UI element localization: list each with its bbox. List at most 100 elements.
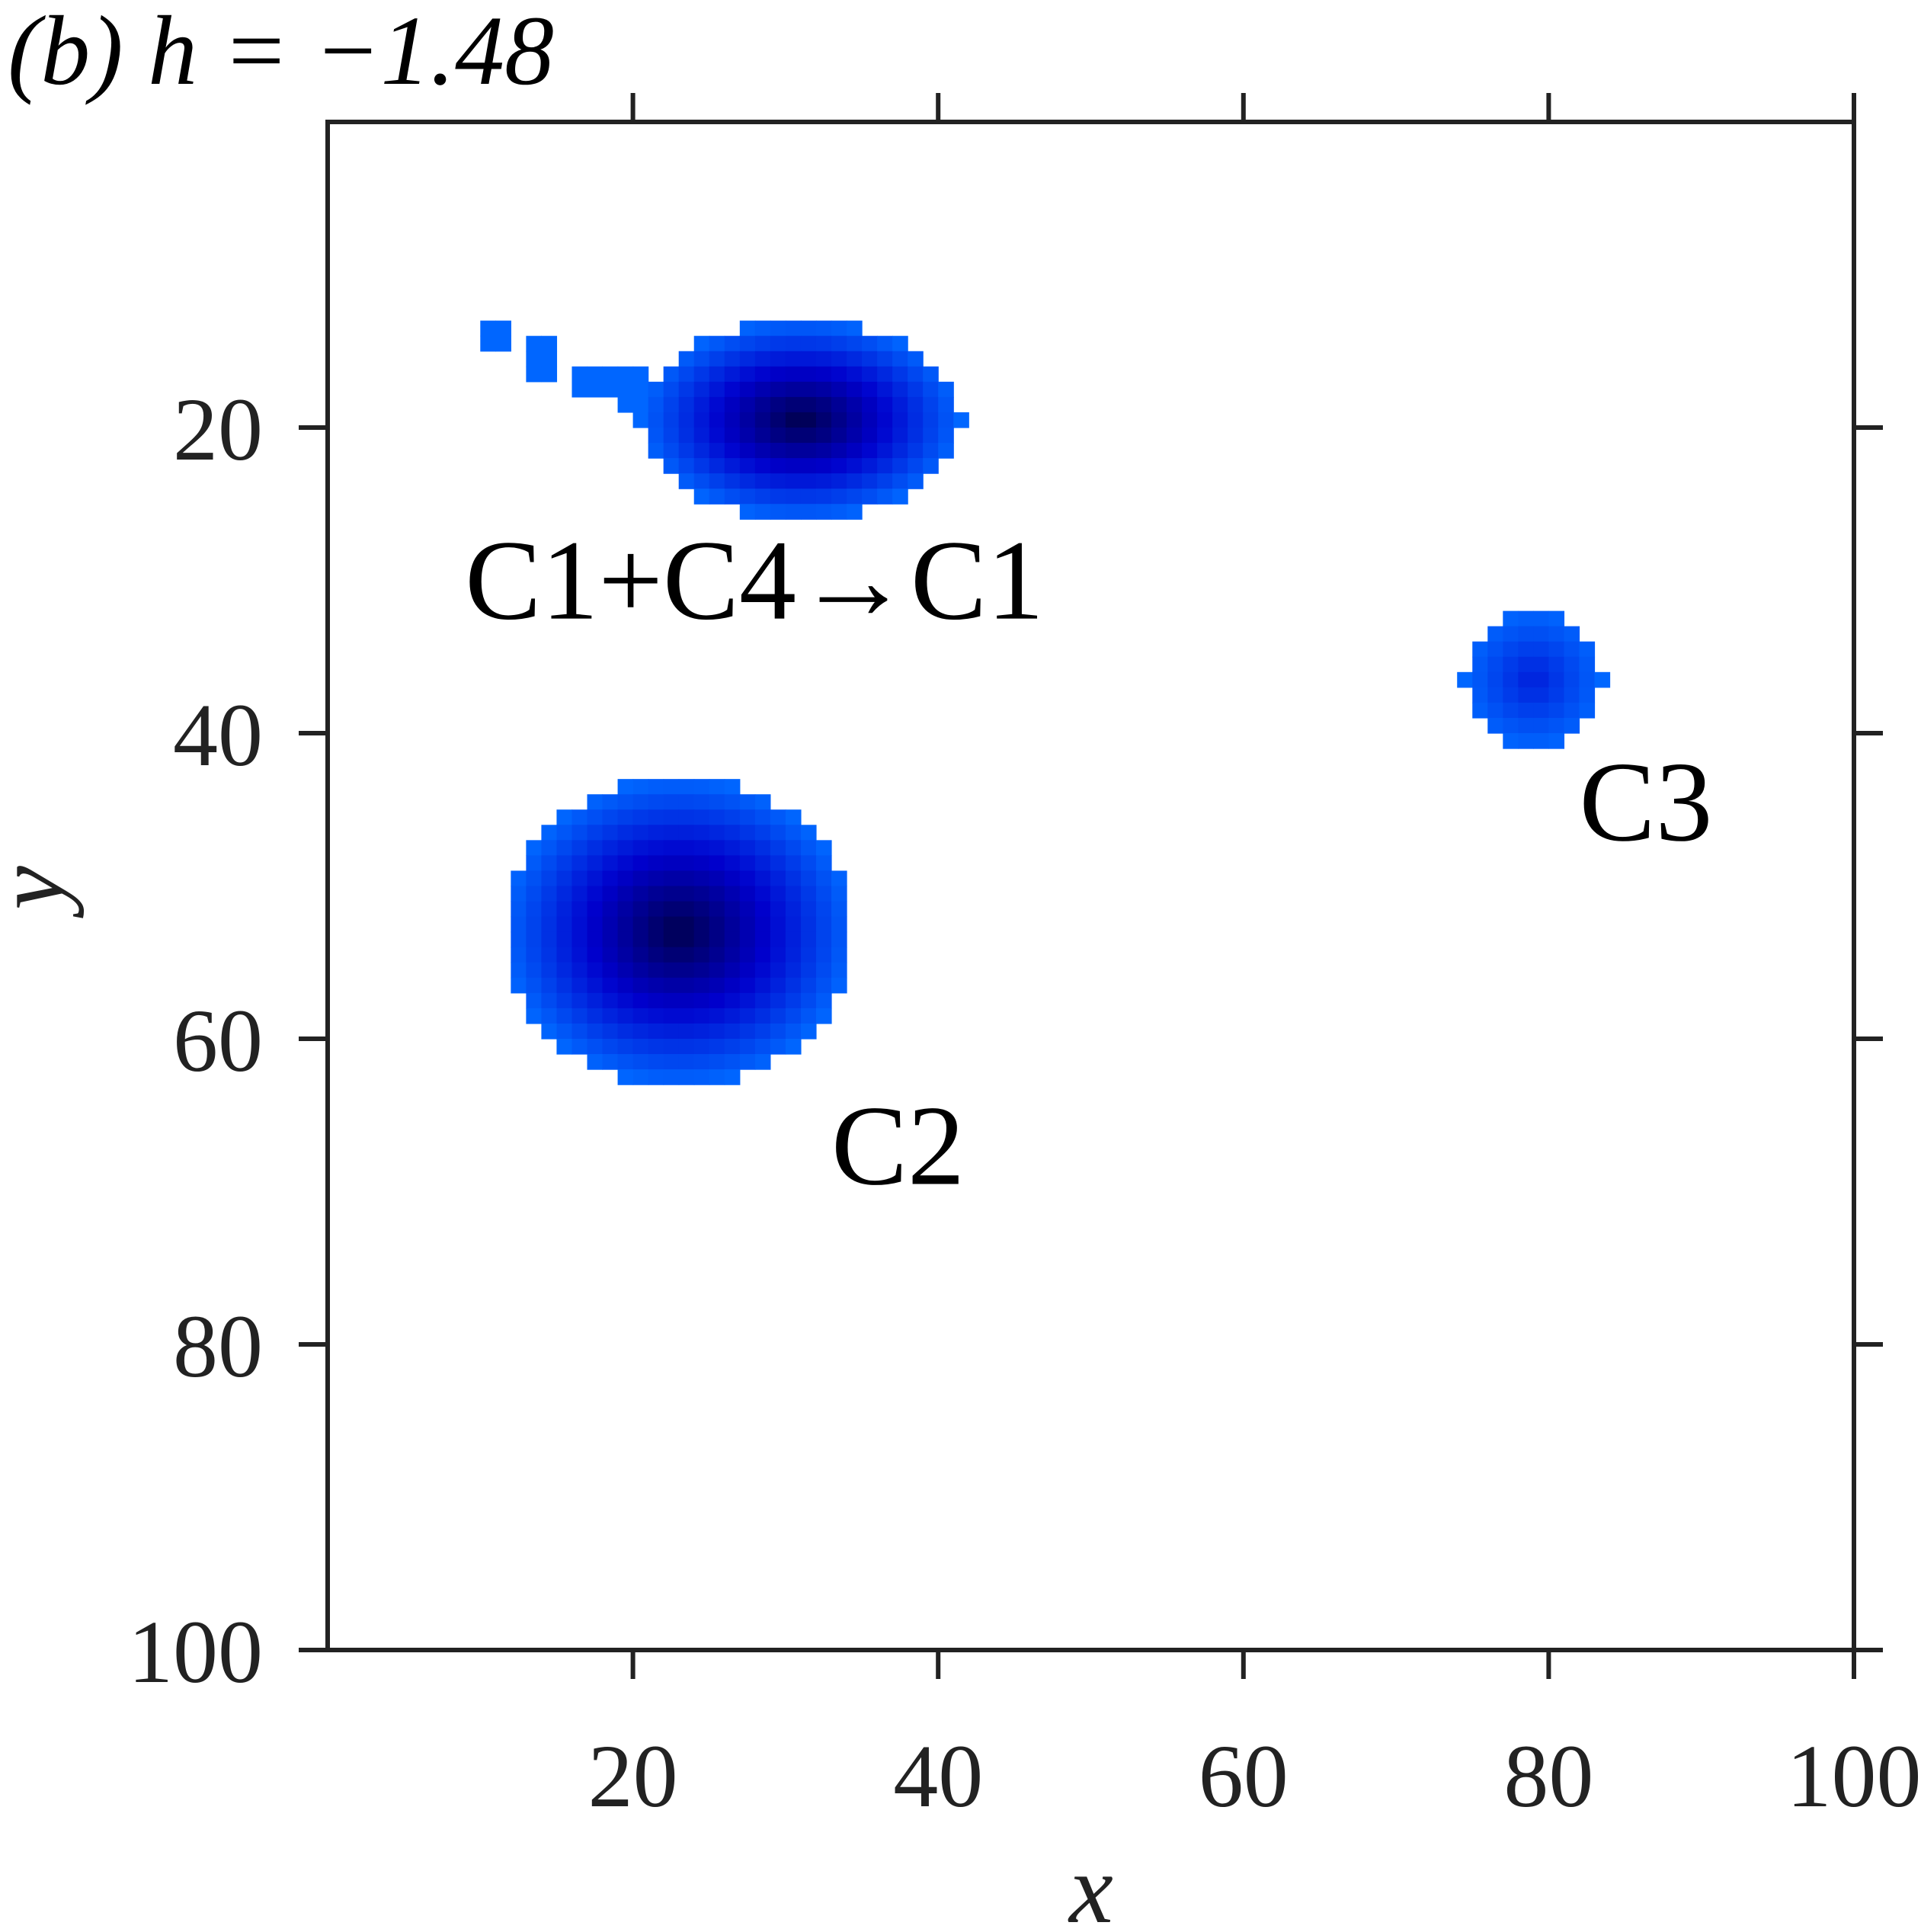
- heatmap-cell: [785, 947, 802, 963]
- heatmap-cell: [617, 794, 634, 810]
- heatmap-cell: [908, 412, 924, 428]
- heatmap-cell: [770, 366, 786, 383]
- heatmap-cell: [587, 962, 604, 979]
- heatmap-cell: [556, 962, 573, 979]
- heatmap-cell: [724, 840, 741, 856]
- heatmap-cell: [862, 489, 878, 505]
- heatmap-cell: [739, 320, 756, 337]
- heatmap-cell: [800, 366, 817, 383]
- heatmap-cell: [1503, 717, 1519, 734]
- heatmap-cell: [800, 962, 817, 979]
- heatmap-cell: [815, 473, 832, 489]
- heatmap-cell: [709, 977, 725, 994]
- heatmap-cell: [709, 1039, 725, 1055]
- heatmap-cell: [877, 396, 893, 413]
- heatmap-cell: [800, 504, 817, 520]
- heatmap-cell: [1548, 656, 1565, 673]
- heatmap-cell: [632, 947, 649, 963]
- heatmap-cell: [709, 1008, 725, 1024]
- heatmap-cell: [617, 779, 634, 795]
- heatmap-cell: [571, 992, 588, 1009]
- heatmap-cell: [953, 412, 969, 428]
- heatmap-cell: [663, 809, 680, 825]
- heatmap-cell: [602, 1039, 619, 1055]
- heatmap-cell: [648, 962, 664, 979]
- heatmap-cell: [724, 1008, 741, 1024]
- heatmap-cell: [693, 1069, 710, 1085]
- heatmap-cell: [663, 1054, 680, 1070]
- heatmap-cell: [1564, 671, 1580, 688]
- heatmap-cell: [587, 366, 604, 383]
- heatmap-cell: [693, 351, 710, 367]
- heatmap-cell: [602, 1023, 619, 1040]
- heatmap-cell: [724, 381, 741, 398]
- heatmap-cell: [739, 381, 756, 398]
- heatmap-cell: [1564, 626, 1580, 642]
- heatmap-cell: [648, 901, 664, 918]
- heatmap-cell: [770, 931, 786, 948]
- heatmap-cell: [495, 335, 511, 352]
- heatmap-cell: [754, 825, 771, 841]
- heatmap-cell: [724, 992, 741, 1009]
- heatmap-cell: [693, 916, 710, 933]
- heatmap-cell: [1487, 671, 1503, 688]
- heatmap-cell: [541, 992, 558, 1009]
- heatmap-cell: [739, 458, 756, 474]
- heatmap-cell: [511, 931, 527, 948]
- heatmap-cell: [663, 794, 680, 810]
- heatmap-cell: [815, 366, 832, 383]
- heatmap-cell: [739, 1008, 756, 1024]
- heatmap-cell: [754, 931, 771, 948]
- heatmap-cell: [770, 901, 786, 918]
- heatmap-cell: [587, 931, 604, 948]
- heatmap-cell: [693, 1039, 710, 1055]
- heatmap-cell: [709, 412, 725, 428]
- heatmap-cell: [754, 855, 771, 872]
- heatmap-cell: [815, 916, 832, 933]
- heatmap-cell: [754, 809, 771, 825]
- heatmap-cell: [800, 825, 817, 841]
- heatmap-cell: [877, 428, 893, 444]
- heatmap-cell: [632, 794, 649, 810]
- heatmap-cell: [571, 809, 588, 825]
- heatmap-cell: [800, 489, 817, 505]
- heatmap-cell: [754, 840, 771, 856]
- heatmap-cell: [617, 396, 634, 413]
- heatmap-cell: [480, 335, 496, 352]
- heatmap-cell: [739, 840, 756, 856]
- heatmap-cell: [1564, 717, 1580, 734]
- heatmap-cell: [541, 916, 558, 933]
- heatmap-cell: [648, 977, 664, 994]
- heatmap-cell: [724, 947, 741, 963]
- heatmap-cell: [571, 931, 588, 948]
- heatmap-cell: [785, 381, 802, 398]
- heatmap-cell: [602, 381, 619, 398]
- heatmap-cell: [556, 916, 573, 933]
- heatmap-cell: [815, 428, 832, 444]
- heatmap-cell: [587, 855, 604, 872]
- heatmap-cell: [678, 886, 695, 902]
- heatmap-cell: [663, 779, 680, 795]
- heatmap-cell: [908, 381, 924, 398]
- heatmap-cell: [1548, 702, 1565, 719]
- heatmap-cell: [709, 779, 725, 795]
- heatmap-cell: [739, 351, 756, 367]
- heatmap-cell: [815, 962, 832, 979]
- heatmap-cell: [678, 779, 695, 795]
- y-axis-label: y: [0, 866, 85, 918]
- heatmap-cell: [648, 443, 664, 459]
- heatmap-cell: [785, 916, 802, 933]
- heatmap-cell: [724, 916, 741, 933]
- heatmap-cell: [709, 855, 725, 872]
- heatmap-cell: [632, 901, 649, 918]
- heatmap-cell: [602, 1054, 619, 1070]
- heatmap-cell: [556, 977, 573, 994]
- heatmap-cell: [847, 335, 863, 352]
- heatmap-cell: [709, 931, 725, 948]
- heatmap-cell: [754, 794, 771, 810]
- heatmap-cell: [678, 428, 695, 444]
- heatmap-cell: [511, 901, 527, 918]
- heatmap-cell: [847, 412, 863, 428]
- heatmap-cell: [709, 351, 725, 367]
- heatmap-cell: [632, 1023, 649, 1040]
